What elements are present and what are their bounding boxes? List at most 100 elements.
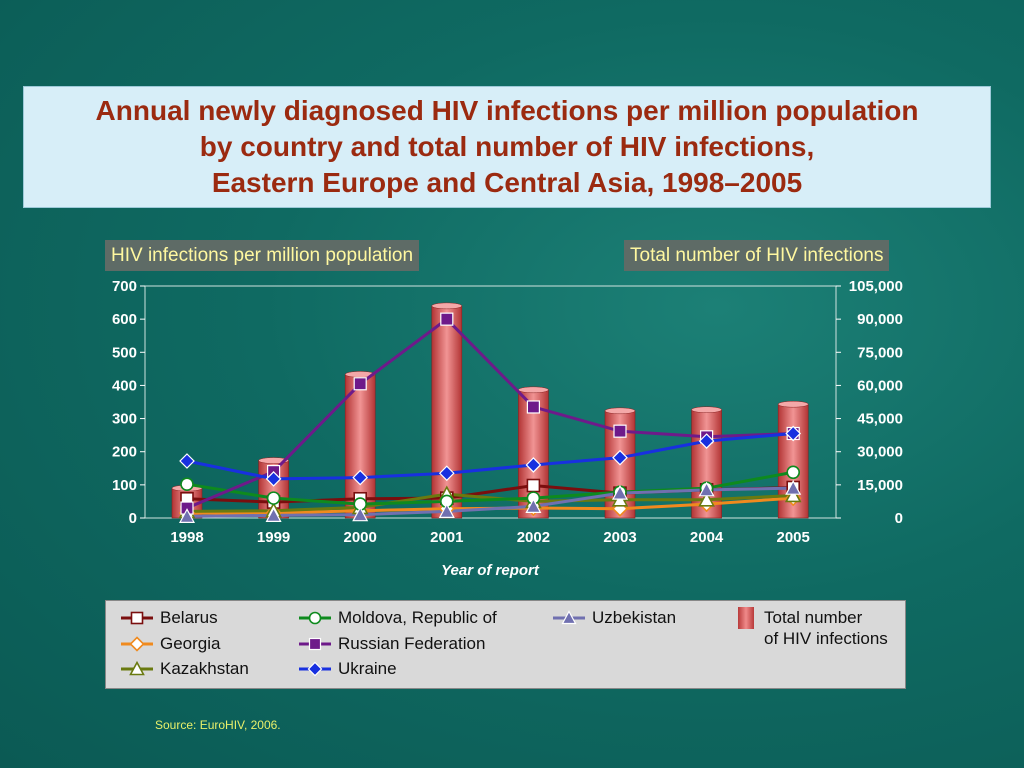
right-tick-label: 30,000 — [857, 444, 903, 461]
right-axis-label: Total number of HIV infections — [624, 240, 890, 271]
legend-label: Ukraine — [338, 659, 397, 678]
point-russian-federation — [353, 377, 367, 391]
point-uzbekistan — [525, 498, 542, 514]
right-tick-label: 45,000 — [857, 411, 903, 428]
point-ukraine — [698, 433, 715, 449]
left-axis-label: HIV infections per million population — [105, 240, 420, 271]
point-ukraine — [612, 449, 628, 466]
left-tick-label: 100 — [112, 477, 137, 494]
legend-swatch — [121, 611, 153, 625]
title-box: Annual newly diagnosed HIV infections pe… — [23, 86, 991, 208]
point-ukraine — [352, 469, 369, 486]
point-uzbekistan — [265, 507, 282, 522]
point-uzbekistan — [438, 503, 455, 518]
legend: Belarus Georgia Kazakhstan Moldova, Republi… — [105, 600, 906, 689]
point-moldova-republic-of — [180, 477, 194, 491]
legend-swatch — [121, 660, 153, 676]
legend-item-georgia: Georgia — [120, 633, 220, 655]
plot-frame — [144, 285, 837, 519]
bar-top — [777, 400, 809, 408]
right-tick-label: 90,000 — [857, 311, 903, 328]
point-kazakhstan — [698, 491, 715, 507]
x-tick-label: 2002 — [517, 529, 550, 546]
legend-label: Belarus — [160, 608, 218, 627]
bar-top — [431, 302, 463, 310]
legend-label: Moldova, Republic of — [338, 608, 497, 627]
x-tick-label: 2001 — [430, 529, 463, 546]
x-tick-label: 2003 — [603, 529, 636, 546]
legend-swatch — [553, 610, 585, 625]
line-kazakhstan — [186, 492, 794, 513]
legend-item-ukraine: Ukraine — [298, 658, 397, 680]
right-tick-label: 105,000 — [849, 278, 903, 295]
left-tick-label: 400 — [112, 377, 137, 394]
legend-swatch-marker — [561, 610, 577, 625]
x-tick-label: 1998 — [170, 529, 203, 546]
legend-total-line-2: of HIV infections — [764, 629, 888, 648]
point-russian-federation — [526, 400, 541, 414]
x-tick-label: 2004 — [690, 529, 724, 546]
point-belarus — [526, 478, 541, 493]
source-note: Source: EuroHIV, 2006. — [155, 718, 281, 732]
legend-swatch-marker — [307, 661, 323, 677]
legend-swatch — [299, 661, 331, 677]
line-uzbekistan — [186, 486, 794, 518]
legend-label: Georgia — [160, 634, 221, 653]
left-tick-label: 300 — [112, 411, 137, 428]
line-moldova-republic-of — [186, 470, 794, 506]
right-tick-label: 15,000 — [857, 477, 903, 494]
legend-item-total: Total number of HIV infections — [738, 607, 888, 649]
legend-swatch-marker — [308, 637, 322, 651]
point-kazakhstan — [784, 486, 802, 503]
legend-swatch — [299, 637, 331, 651]
point-moldova-republic-of — [266, 491, 281, 505]
legend-item-moldova-republic-of: Moldova, Republic of — [298, 607, 497, 629]
point-ukraine — [179, 453, 195, 469]
x-tick-label: 2000 — [344, 529, 377, 546]
legend-swatch — [121, 636, 153, 652]
point-uzbekistan — [352, 506, 369, 522]
chart-title-line-2: by country and total number of HIV infec… — [199, 131, 815, 162]
line-ukraine — [186, 431, 794, 481]
right-tick-label: 60,000 — [857, 377, 903, 394]
x-axis-title: Year of report — [441, 562, 540, 579]
point-uzbekistan — [178, 508, 196, 523]
right-tick-label: 0 — [895, 510, 903, 527]
legend-swatch-marker — [129, 636, 145, 652]
point-ukraine — [438, 465, 455, 482]
right-tick-label: 75,000 — [857, 344, 903, 361]
left-tick-label: 0 — [129, 510, 137, 527]
legend-total-line-1: Total number — [764, 608, 863, 627]
x-tick-label: 2005 — [777, 529, 810, 546]
bar-top — [604, 407, 636, 415]
point-uzbekistan — [698, 481, 715, 497]
legend-label: Kazakhstan — [160, 659, 249, 678]
bar-total-hiv — [431, 305, 463, 519]
legend-swatch-marker — [129, 660, 145, 676]
point-ukraine — [525, 457, 542, 473]
point-russian-federation — [440, 312, 454, 326]
legend-item-belarus: Belarus — [120, 607, 218, 629]
legend-swatch — [299, 611, 331, 625]
legend-item-russian-federation: Russian Federation — [298, 633, 485, 655]
point-uzbekistan — [785, 479, 802, 495]
legend-label: Uzbekistan — [592, 608, 677, 627]
legend-swatch-marker — [308, 611, 322, 625]
legend-swatch-marker — [130, 611, 144, 625]
legend-bar-swatch — [738, 607, 754, 629]
point-ukraine — [785, 425, 802, 442]
left-tick-label: 700 — [112, 278, 137, 295]
chart-title-line-1: Annual newly diagnosed HIV infections pe… — [95, 95, 919, 126]
line-russian-federation — [186, 317, 794, 510]
left-tick-label: 500 — [112, 344, 137, 361]
legend-item-uzbekistan: Uzbekistan — [552, 607, 676, 629]
legend-item-kazakhstan: Kazakhstan — [120, 658, 249, 680]
x-tick-label: 1999 — [257, 529, 290, 546]
left-tick-label: 600 — [112, 311, 137, 328]
chart-title-line-3: Eastern Europe and Central Asia, 1998–20… — [211, 167, 803, 198]
bar-top — [518, 386, 549, 394]
point-russian-federation — [613, 424, 627, 438]
left-tick-label: 200 — [112, 444, 137, 461]
bar-top — [691, 406, 722, 413]
